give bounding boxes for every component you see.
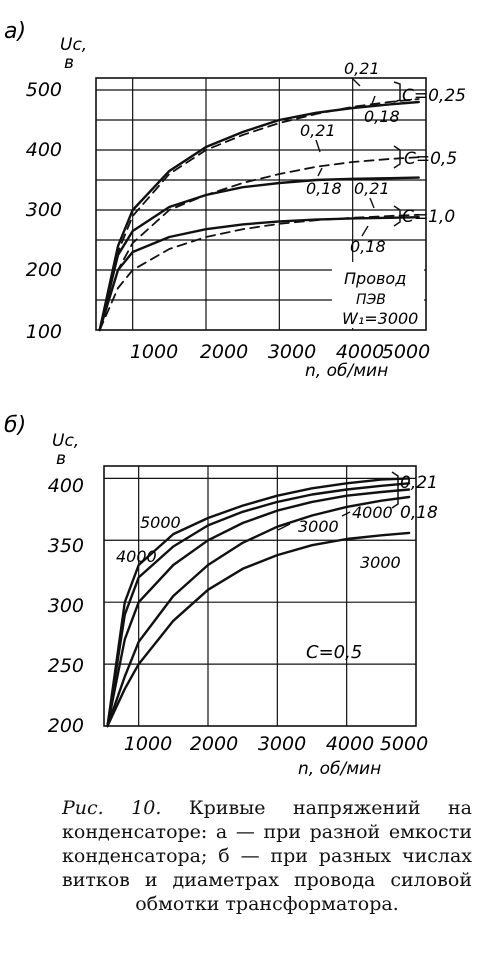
chart-b: б) Uc, в 400 350 300 250 200 1000 2000 3… xyxy=(4,413,438,779)
chart-b-curves xyxy=(106,477,411,728)
chart-a-y-unit-sub: в xyxy=(64,53,74,73)
chart-a-xtick: 4000 xyxy=(336,341,384,363)
chart-a-bracket-label: C=0,25 xyxy=(402,86,466,106)
chart-a-note-box xyxy=(332,262,424,328)
chart-b-curve-label: 4000 xyxy=(116,547,157,566)
chart-a-x-unit: n, об/мин xyxy=(305,361,388,381)
chart-a-xtick: 1000 xyxy=(130,341,178,363)
chart-a-plot-frame xyxy=(95,77,427,331)
chart-b-curve-label: 5000 xyxy=(140,513,181,532)
chart-a: a) Uc, в 500 400 300 200 100 1000 2000 3… xyxy=(4,19,466,381)
chart-a-series-line xyxy=(98,100,420,332)
chart-b-series-line xyxy=(106,477,411,728)
chart-b-series-line xyxy=(106,531,411,728)
chart-b-bracket-label: 0,21 xyxy=(400,473,438,493)
chart-a-note: W₁=3000 xyxy=(342,309,418,328)
chart-a-ytick: 200 xyxy=(26,259,62,281)
chart-b-y-unit-sub: в xyxy=(56,449,66,469)
chart-b-series-line xyxy=(106,482,411,728)
chart-a-curve-label: 0,18 xyxy=(306,179,342,198)
chart-a-curve-label: 0,21 xyxy=(300,121,336,140)
chart-b-ytick: 300 xyxy=(48,595,84,617)
chart-a-series-line xyxy=(98,213,420,331)
chart-a-series-line xyxy=(98,98,420,331)
chart-b-note: C=0,5 xyxy=(306,642,362,663)
chart-b-ytick: 400 xyxy=(48,475,84,497)
chart-a-bracket-label: C=0,5 xyxy=(404,149,457,169)
caption-text: Кривые напряжений на конденсаторе: а — п… xyxy=(62,797,473,915)
chart-b-leader-lines xyxy=(277,511,351,531)
chart-a-y-unit: Uc, xyxy=(60,35,87,55)
chart-a-curve-label: 0,18 xyxy=(364,107,400,126)
chart-a-note: Провод xyxy=(344,269,406,288)
chart-b-xtick: 2000 xyxy=(190,733,238,755)
chart-a-series-line xyxy=(98,216,420,332)
chart-b-series-line xyxy=(106,488,411,728)
chart-b-ytick: 250 xyxy=(48,655,84,677)
figure-canvas: a) Uc, в 500 400 300 200 100 1000 2000 3… xyxy=(4,19,466,779)
chart-b-x-unit: n, об/мин xyxy=(298,759,381,779)
chart-a-series-line xyxy=(98,156,420,331)
chart-a-xtick: 2000 xyxy=(200,341,248,363)
chart-a-curve-label: 0,21 xyxy=(344,59,380,78)
chart-b-grid xyxy=(103,465,417,727)
chart-a-ytick: 500 xyxy=(26,79,62,101)
chart-a-note: ПЭВ xyxy=(356,292,386,308)
chart-a-curves xyxy=(98,98,420,332)
chart-b-ytick: 350 xyxy=(48,535,84,557)
chart-a-ytick: 400 xyxy=(26,139,62,161)
chart-b-xtick: 3000 xyxy=(258,733,306,755)
chart-a-bracket xyxy=(393,81,401,103)
chart-b-curve-label: 4000 xyxy=(352,503,393,522)
chart-a-curve-label: 0,18 xyxy=(350,237,386,256)
chart-b-xtick: 1000 xyxy=(124,733,172,755)
chart-a-bracket xyxy=(393,145,401,169)
chart-a-xtick: 3000 xyxy=(268,341,316,363)
chart-a-ytick: 300 xyxy=(26,199,62,221)
chart-a-curve-label: 0,21 xyxy=(354,179,390,198)
chart-a-bracket xyxy=(393,205,401,227)
chart-a-leader-lines xyxy=(315,77,376,237)
chart-a-ytick: 100 xyxy=(26,321,62,343)
chart-b-panel-label: б) xyxy=(4,413,26,438)
chart-b-xtick: 5000 xyxy=(380,733,428,755)
chart-a-bracket-label: C=1,0 xyxy=(402,207,455,227)
chart-b-series-line xyxy=(106,495,411,728)
caption-label: Рис. 10. xyxy=(62,797,162,819)
chart-b-bracket-label: 0,18 xyxy=(400,503,438,523)
figure-caption: Рис. 10. Кривые напряжений на конденсато… xyxy=(62,796,472,916)
chart-b-y-unit: Uc, xyxy=(52,431,79,451)
chart-b-bracket xyxy=(391,471,399,509)
chart-b-ytick: 200 xyxy=(48,715,84,737)
chart-a-xtick: 5000 xyxy=(382,341,430,363)
chart-b-curve-label: 3000 xyxy=(360,553,401,572)
chart-b-curve-label: 3000 xyxy=(298,517,339,536)
chart-a-panel-label: a) xyxy=(4,19,26,44)
chart-b-plot-frame xyxy=(103,465,417,727)
chart-a-series-line xyxy=(98,176,420,332)
chart-b-xtick: 4000 xyxy=(326,733,374,755)
